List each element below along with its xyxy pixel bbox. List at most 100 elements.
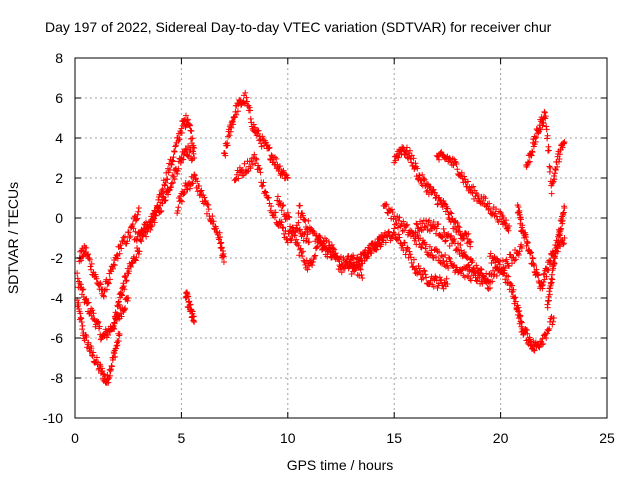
data-point <box>271 214 278 221</box>
data-point <box>493 213 500 220</box>
y-tick-label: 4 <box>55 130 63 146</box>
data-point <box>235 175 242 182</box>
data-point <box>132 228 139 235</box>
data-point <box>455 223 462 230</box>
data-point <box>502 276 509 283</box>
data-point <box>554 239 561 246</box>
data-point <box>87 348 94 355</box>
data-point <box>209 213 216 220</box>
data-point <box>157 208 164 215</box>
data-point <box>116 301 123 308</box>
data-point <box>550 318 557 325</box>
data-point <box>515 204 522 211</box>
data-point <box>458 169 465 176</box>
data-point <box>551 176 558 183</box>
data-point <box>313 244 320 251</box>
data-point <box>555 238 562 245</box>
data-point <box>435 221 442 228</box>
data-point <box>403 144 410 151</box>
data-point <box>560 241 567 248</box>
data-point <box>167 184 174 191</box>
y-tick-label: 8 <box>55 50 63 66</box>
data-point <box>82 296 89 303</box>
data-point <box>311 253 318 260</box>
data-point <box>359 275 366 281</box>
data-point <box>544 304 551 311</box>
data-point <box>162 179 169 186</box>
data-point <box>518 245 525 251</box>
data-point <box>538 341 545 348</box>
data-point <box>213 228 220 235</box>
data-point <box>116 250 123 257</box>
data-point <box>272 154 279 161</box>
data-point <box>293 236 300 243</box>
data-point <box>424 180 431 187</box>
data-point <box>493 272 500 279</box>
data-point <box>100 293 107 300</box>
data-point <box>473 262 480 269</box>
data-point <box>401 227 408 234</box>
data-point <box>479 280 486 287</box>
data-point <box>505 273 512 280</box>
data-point <box>493 206 500 213</box>
data-point <box>312 232 319 239</box>
data-point <box>486 200 493 207</box>
data-point <box>410 256 417 263</box>
data-point <box>445 254 452 261</box>
data-point <box>106 366 113 373</box>
data-point <box>540 278 547 285</box>
data-point <box>407 156 414 163</box>
data-point <box>121 306 128 313</box>
data-point <box>436 249 443 256</box>
data-point <box>105 280 112 287</box>
data-point <box>266 200 273 207</box>
axis-ticks <box>74 57 608 419</box>
data-point <box>401 151 408 158</box>
data-point <box>146 221 153 228</box>
data-point <box>524 330 531 337</box>
data-point <box>106 276 113 283</box>
data-point <box>125 295 132 301</box>
data-point <box>549 276 556 283</box>
data-point <box>161 182 168 189</box>
data-point <box>515 252 522 258</box>
data-point <box>158 190 165 197</box>
data-point <box>422 271 429 278</box>
data-point <box>450 263 457 270</box>
data-point <box>325 238 332 245</box>
data-point <box>559 217 566 224</box>
data-point <box>442 237 449 244</box>
data-point <box>136 230 143 237</box>
data-point <box>111 262 118 269</box>
data-point <box>218 239 225 246</box>
data-point <box>461 176 468 183</box>
data-point <box>99 368 106 375</box>
data-point <box>338 269 345 276</box>
data-point <box>318 238 325 245</box>
data-point <box>548 279 555 286</box>
data-point <box>284 174 291 181</box>
data-point <box>177 159 184 166</box>
data-point <box>175 204 182 211</box>
data-point <box>178 129 185 136</box>
data-point <box>149 216 156 223</box>
data-point <box>412 229 419 236</box>
data-point <box>258 183 265 190</box>
data-point <box>105 332 112 339</box>
y-tick-label: -8 <box>51 370 64 386</box>
data-point <box>284 175 291 181</box>
data-point <box>469 257 476 264</box>
data-point <box>551 260 558 267</box>
data-point <box>328 241 335 248</box>
data-point <box>329 248 336 255</box>
data-point <box>503 217 510 224</box>
data-point <box>130 225 137 232</box>
data-point <box>133 216 140 223</box>
data-point <box>418 244 425 251</box>
data-point <box>118 313 125 320</box>
data-point <box>517 318 524 325</box>
data-point <box>95 319 102 326</box>
data-point <box>273 155 280 162</box>
data-point <box>401 239 408 246</box>
data-point <box>474 191 481 198</box>
